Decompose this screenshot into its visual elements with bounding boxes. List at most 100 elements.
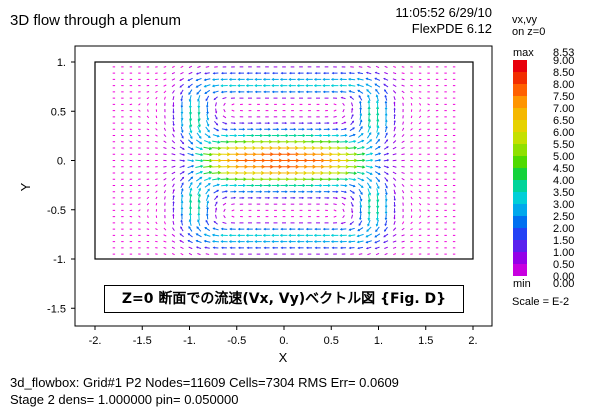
vector-arrow bbox=[163, 153, 167, 156]
vector-arrow bbox=[384, 100, 388, 108]
vector-arrow bbox=[401, 234, 405, 237]
vector-arrow bbox=[155, 90, 158, 93]
vector-arrow bbox=[188, 71, 193, 75]
vector-arrow bbox=[221, 183, 229, 187]
vector-arrow bbox=[306, 128, 314, 131]
vector-arrow bbox=[418, 97, 422, 100]
vector-arrow bbox=[393, 253, 397, 256]
vector-arrow bbox=[247, 121, 254, 125]
legend-level-label: 0.00 bbox=[553, 271, 574, 283]
vector-arrow bbox=[197, 65, 201, 68]
vector-arrow bbox=[180, 194, 184, 201]
vector-arrow bbox=[296, 84, 305, 88]
vector-arrow bbox=[324, 121, 330, 125]
legend-swatch bbox=[513, 96, 527, 108]
vector-arrow bbox=[264, 121, 271, 125]
vector-arrow bbox=[254, 246, 262, 250]
vector-arrow bbox=[375, 219, 379, 227]
vector-arrow bbox=[393, 133, 396, 138]
legend-swatch bbox=[513, 180, 527, 192]
vector-arrow bbox=[367, 65, 371, 68]
vector-arrow bbox=[296, 77, 305, 81]
vector-arrow bbox=[197, 212, 201, 221]
vector-arrow bbox=[206, 206, 209, 214]
vector-arrow bbox=[298, 196, 305, 200]
vector-arrow bbox=[281, 196, 288, 200]
vector-arrow bbox=[401, 72, 405, 74]
vector-arrow bbox=[172, 227, 175, 231]
vector-arrow bbox=[384, 125, 388, 133]
vector-arrow bbox=[171, 78, 176, 81]
vector-arrow bbox=[322, 177, 332, 181]
vector-arrow bbox=[392, 159, 397, 162]
vector-arrow bbox=[359, 201, 363, 209]
vector-arrow bbox=[256, 121, 262, 125]
vector-arrow bbox=[357, 246, 363, 250]
vector-arrow bbox=[203, 164, 213, 169]
vector-arrow bbox=[163, 66, 167, 68]
vector-arrow bbox=[237, 77, 245, 81]
legend-level-label: 5.50 bbox=[553, 139, 574, 151]
vector-arrow bbox=[279, 177, 290, 182]
vector-arrow bbox=[374, 77, 381, 81]
vector-arrow bbox=[351, 208, 354, 214]
vector-arrow bbox=[155, 115, 158, 119]
vector-arrow bbox=[203, 146, 213, 151]
vector-arrow bbox=[205, 194, 210, 201]
vector-arrow bbox=[180, 182, 184, 188]
vector-arrow bbox=[204, 177, 212, 181]
vector-arrow bbox=[418, 122, 422, 125]
vector-arrow bbox=[172, 65, 175, 68]
vector-arrow bbox=[204, 72, 210, 75]
legend-level-label: 3.50 bbox=[553, 187, 574, 199]
vector-arrow bbox=[213, 96, 218, 101]
vector-arrow bbox=[367, 100, 371, 108]
vector-arrow bbox=[222, 121, 228, 125]
vector-arrow bbox=[341, 121, 347, 125]
vector-arrow bbox=[187, 239, 193, 244]
vector-arrow bbox=[383, 171, 389, 175]
vector-arrow bbox=[297, 183, 306, 187]
vector-arrow bbox=[172, 127, 175, 133]
vector-arrow bbox=[179, 176, 185, 182]
vector-arrow bbox=[155, 84, 158, 87]
vector-arrow bbox=[384, 246, 388, 249]
vector-arrow bbox=[305, 139, 315, 144]
vector-arrow bbox=[188, 219, 192, 226]
vector-arrow bbox=[203, 233, 211, 237]
vector-arrow bbox=[171, 140, 176, 144]
vector-arrow bbox=[163, 134, 167, 138]
vector-arrow bbox=[376, 194, 380, 203]
vector-arrow bbox=[356, 233, 364, 238]
vector-arrow bbox=[172, 96, 175, 101]
vector-arrow bbox=[204, 89, 211, 94]
vector-arrow bbox=[347, 171, 358, 175]
vector-arrow bbox=[188, 212, 192, 221]
vector-arrow bbox=[204, 140, 212, 144]
vector-arrow bbox=[384, 177, 389, 182]
vector-arrow bbox=[365, 83, 373, 88]
vector-arrow bbox=[254, 84, 262, 88]
vector-arrow bbox=[366, 132, 372, 139]
vector-arrow bbox=[410, 141, 413, 143]
vector-arrow bbox=[339, 171, 349, 175]
vector-arrow bbox=[384, 72, 388, 75]
vector-arrow bbox=[197, 100, 201, 109]
vector-arrow bbox=[254, 227, 262, 231]
vector-arrow bbox=[342, 108, 345, 113]
vector-arrow bbox=[298, 190, 305, 193]
vector-arrow bbox=[222, 97, 227, 100]
vector-arrow bbox=[288, 134, 298, 138]
vector-arrow bbox=[180, 107, 184, 115]
vector-arrow bbox=[384, 132, 388, 139]
vector-arrow bbox=[223, 208, 226, 213]
vector-arrow bbox=[296, 233, 305, 237]
vector-arrow bbox=[196, 139, 203, 145]
vector-arrow bbox=[330, 77, 339, 81]
vector-arrow bbox=[392, 90, 397, 94]
legend-level-label: 8.00 bbox=[553, 79, 574, 91]
vector-arrow bbox=[189, 187, 193, 196]
vector-arrow bbox=[205, 253, 210, 255]
vector-arrow bbox=[228, 240, 237, 243]
vector-arrow bbox=[341, 196, 347, 200]
